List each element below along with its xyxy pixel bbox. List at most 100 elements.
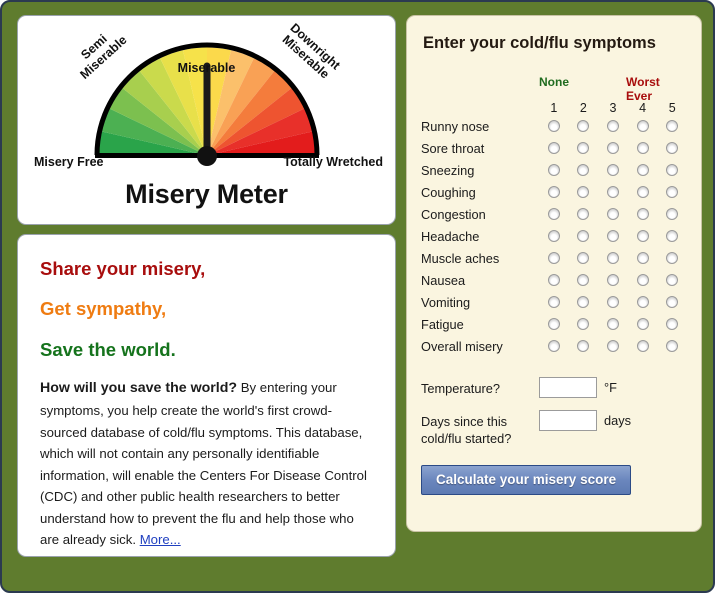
radio-headache-4[interactable] (636, 229, 649, 242)
radio-coughing-4[interactable] (636, 185, 649, 198)
temperature-unit: °F (604, 380, 617, 395)
temperature-input[interactable] (539, 377, 597, 398)
radio-overall-misery-4[interactable] (636, 339, 649, 352)
radio-fatigue-1[interactable] (547, 317, 560, 330)
symptom-rating-cell (657, 137, 687, 159)
radio-muscle-aches-2[interactable] (577, 251, 590, 264)
radio-runny-nose-1[interactable] (547, 119, 560, 132)
gauge-segment (206, 47, 231, 156)
radio-headache-1[interactable] (547, 229, 560, 242)
form-title: Enter your cold/flu symptoms (423, 34, 656, 52)
symptom-label: Nausea (421, 272, 466, 288)
radio-nausea-4[interactable] (636, 273, 649, 286)
pitch-body-paragraph: How will you save the world? By entering… (40, 377, 373, 551)
radio-headache-5[interactable] (666, 229, 679, 242)
radio-runny-nose-5[interactable] (666, 119, 679, 132)
radio-sore-throat-1[interactable] (547, 141, 560, 154)
radio-fatigue-5[interactable] (666, 317, 679, 330)
radio-coughing-5[interactable] (666, 185, 679, 198)
tagline-share-your-misery: Share your misery, (40, 258, 206, 279)
symptom-rating-cell (598, 269, 628, 291)
radio-sneezing-1[interactable] (547, 163, 560, 176)
symptom-rating-cell (598, 181, 628, 203)
radio-congestion-5[interactable] (666, 207, 679, 220)
radio-muscle-aches-5[interactable] (666, 251, 679, 264)
radio-congestion-4[interactable] (636, 207, 649, 220)
symptom-rating-cell (598, 291, 628, 313)
symptom-rating-cell (539, 159, 569, 181)
radio-nausea-3[interactable] (606, 273, 619, 286)
symptom-rating-cell (628, 115, 658, 137)
radio-vomiting-5[interactable] (666, 295, 679, 308)
radio-vomiting-3[interactable] (606, 295, 619, 308)
radio-congestion-1[interactable] (547, 207, 560, 220)
radio-nausea-2[interactable] (577, 273, 590, 286)
radio-fatigue-3[interactable] (606, 317, 619, 330)
scale-number-header-5: 5 (668, 101, 676, 115)
radio-vomiting-2[interactable] (577, 295, 590, 308)
symptom-label: Overall misery (421, 338, 503, 354)
scale-number-header-4: 4 (639, 101, 647, 115)
radio-sore-throat-4[interactable] (636, 141, 649, 154)
radio-sneezing-3[interactable] (606, 163, 619, 176)
radio-overall-misery-5[interactable] (666, 339, 679, 352)
radio-headache-2[interactable] (577, 229, 590, 242)
symptom-label: Headache (421, 228, 480, 244)
gauge-segment (109, 88, 207, 156)
radio-sore-throat-5[interactable] (666, 141, 679, 154)
symptom-label: Runny nose (421, 118, 490, 134)
symptom-rating-cell (598, 247, 628, 269)
radio-muscle-aches-1[interactable] (547, 251, 560, 264)
days-label-line1: Days since this (421, 414, 508, 429)
symptom-rating-cell (598, 225, 628, 247)
symptom-rating-cell (569, 181, 599, 203)
radio-sore-throat-3[interactable] (606, 141, 619, 154)
symptom-rating-cell (569, 115, 599, 137)
radio-muscle-aches-3[interactable] (606, 251, 619, 264)
radio-sneezing-4[interactable] (636, 163, 649, 176)
radio-vomiting-4[interactable] (636, 295, 649, 308)
symptom-rating-table: 1 2 3 4 5 Runny nose Sore throat Sneezing Cough… (421, 101, 687, 357)
radio-nausea-5[interactable] (666, 273, 679, 286)
radio-overall-misery-2[interactable] (577, 339, 590, 352)
radio-coughing-3[interactable] (606, 185, 619, 198)
symptom-rating-cell (628, 159, 658, 181)
symptom-rating-cell (628, 291, 658, 313)
days-input[interactable] (539, 410, 597, 431)
gauge-segment (98, 131, 207, 156)
gauge-segment (206, 88, 304, 156)
symptom-row: Vomiting (421, 291, 687, 313)
radio-runny-nose-3[interactable] (606, 119, 619, 132)
radio-runny-nose-2[interactable] (577, 119, 590, 132)
radio-fatigue-2[interactable] (577, 317, 590, 330)
radio-overall-misery-3[interactable] (606, 339, 619, 352)
radio-coughing-1[interactable] (547, 185, 560, 198)
radio-vomiting-1[interactable] (547, 295, 560, 308)
radio-congestion-2[interactable] (577, 207, 590, 220)
symptom-rating-cell (657, 247, 687, 269)
calculate-misery-score-button[interactable]: Calculate your misery score (421, 465, 632, 496)
symptom-rating-cell (539, 291, 569, 313)
symptom-label: Sore throat (421, 140, 485, 156)
days-label-line2: cold/flu started? (421, 431, 512, 447)
symptom-row: Overall misery (421, 335, 687, 357)
radio-overall-misery-1[interactable] (547, 339, 560, 352)
radio-nausea-1[interactable] (547, 273, 560, 286)
radio-congestion-3[interactable] (606, 207, 619, 220)
radio-sneezing-5[interactable] (666, 163, 679, 176)
symptom-rating-cell (628, 225, 658, 247)
more-link[interactable]: More... (139, 532, 181, 548)
gauge-segment (139, 58, 207, 156)
misery-gauge-icon (94, 42, 319, 166)
radio-coughing-2[interactable] (577, 185, 590, 198)
radio-sneezing-2[interactable] (577, 163, 590, 176)
tagline-save-the-world: Save the world. (40, 338, 176, 360)
radio-sore-throat-2[interactable] (577, 141, 590, 154)
radio-headache-3[interactable] (606, 229, 619, 242)
radio-fatigue-4[interactable] (636, 317, 649, 330)
radio-muscle-aches-4[interactable] (636, 251, 649, 264)
gauge-label-misery-free: Misery Free (34, 155, 104, 169)
radio-runny-nose-4[interactable] (636, 119, 649, 132)
symptom-label: Fatigue (421, 316, 464, 332)
symptom-row: Sneezing (421, 159, 687, 181)
